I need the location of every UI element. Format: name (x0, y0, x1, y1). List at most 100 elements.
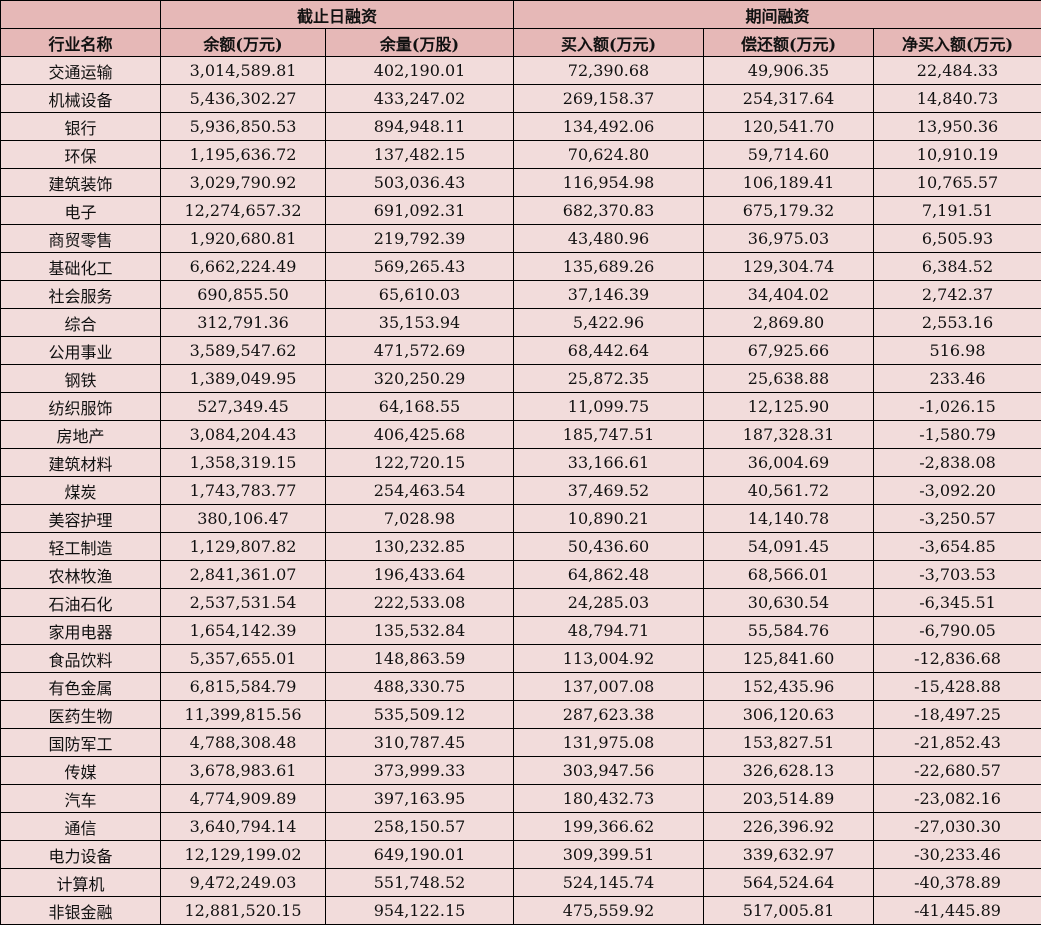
cell-net-buy: 14,840.73 (873, 84, 1041, 113)
cell-balance: 380,106.47 (160, 504, 326, 533)
cell-balance: 3,014,589.81 (160, 56, 326, 85)
cell-volume: 649,190.01 (324, 840, 515, 869)
cell-balance: 5,436,302.27 (160, 84, 326, 113)
table-row: 轻工制造 1,129,807.82 130,232.85 50,436.60 54,09… (0, 532, 1041, 561)
cell-net-buy: -12,836.68 (873, 644, 1041, 673)
table-row: 钢铁 1,389,049.95 320,250.29 25,872.35 25,638.… (0, 364, 1041, 393)
cell-buy: 524,145.74 (513, 868, 705, 897)
cell-volume: 122,720.15 (324, 448, 515, 477)
cell-volume: 551,748.52 (324, 868, 515, 897)
cell-balance: 12,881,520.15 (160, 896, 326, 925)
cell-buy: 33,166.61 (513, 448, 705, 477)
cell-buy: 10,890.21 (513, 504, 705, 533)
cell-industry: 非银金融 (0, 896, 161, 925)
table-row: 机械设备 5,436,302.27 433,247.02 269,158.37 254,… (0, 84, 1041, 113)
cell-volume: 64,168.55 (324, 392, 515, 421)
table-row: 通信 3,640,794.14 258,150.57 199,366.62 226,39… (0, 812, 1041, 841)
cell-buy: 25,872.35 (513, 364, 705, 393)
cell-buy: 116,954.98 (513, 168, 705, 197)
cell-industry: 交通运输 (0, 56, 161, 85)
blank-header-cell (0, 0, 161, 29)
cell-volume: 433,247.02 (324, 84, 515, 113)
cell-balance: 3,029,790.92 (160, 168, 326, 197)
cell-repay: 55,584.76 (703, 616, 875, 645)
cell-industry: 银行 (0, 112, 161, 141)
cell-repay: 49,906.35 (703, 56, 875, 85)
cell-volume: 7,028.98 (324, 504, 515, 533)
cell-buy: 303,947.56 (513, 756, 705, 785)
cell-volume: 535,509.12 (324, 700, 515, 729)
cell-repay: 675,179.32 (703, 196, 875, 225)
table-row: 综合 312,791.36 35,153.94 5,422.96 2,869.80 2,5… (0, 308, 1041, 337)
cell-repay: 339,632.97 (703, 840, 875, 869)
cell-net-buy: -40,378.89 (873, 868, 1041, 897)
cell-balance: 1,654,142.39 (160, 616, 326, 645)
cell-repay: 120,541.70 (703, 112, 875, 141)
cell-net-buy: 6,505.93 (873, 224, 1041, 253)
cell-repay: 152,435.96 (703, 672, 875, 701)
cell-volume: 954,122.15 (324, 896, 515, 925)
cell-buy: 37,469.52 (513, 476, 705, 505)
cell-buy: 68,442.64 (513, 336, 705, 365)
cell-net-buy: 2,553.16 (873, 308, 1041, 337)
table-row: 社会服务 690,855.50 65,610.03 37,146.39 34,404.0… (0, 280, 1041, 309)
cell-industry: 轻工制造 (0, 532, 161, 561)
cell-repay: 203,514.89 (703, 784, 875, 813)
cell-balance: 3,640,794.14 (160, 812, 326, 841)
cell-buy: 137,007.08 (513, 672, 705, 701)
cell-repay: 306,120.63 (703, 700, 875, 729)
cell-industry: 传媒 (0, 756, 161, 785)
cell-buy: 134,492.06 (513, 112, 705, 141)
table-body: 交通运输 3,014,589.81 402,190.01 72,390.68 49,90… (0, 56, 1041, 925)
cell-balance: 1,920,680.81 (160, 224, 326, 253)
cell-repay: 30,630.54 (703, 588, 875, 617)
cell-net-buy: -1,580.79 (873, 420, 1041, 449)
cell-repay: 564,524.64 (703, 868, 875, 897)
cell-industry: 钢铁 (0, 364, 161, 393)
cell-volume: 135,532.84 (324, 616, 515, 645)
cell-industry: 通信 (0, 812, 161, 841)
cell-balance: 12,129,199.02 (160, 840, 326, 869)
cell-industry: 家用电器 (0, 616, 161, 645)
cell-repay: 326,628.13 (703, 756, 875, 785)
cell-buy: 185,747.51 (513, 420, 705, 449)
cell-industry: 电子 (0, 196, 161, 225)
col-header-buy: 买入额(万元) (513, 28, 705, 57)
cell-volume: 471,572.69 (324, 336, 515, 365)
cell-industry: 电力设备 (0, 840, 161, 869)
table-row: 医药生物 11,399,815.56 535,509.12 287,623.38 306… (0, 700, 1041, 729)
cell-balance: 5,357,655.01 (160, 644, 326, 673)
group-header-period-financing: 期间融资 (513, 0, 1041, 29)
cell-balance: 4,788,308.48 (160, 728, 326, 757)
cell-industry: 基础化工 (0, 252, 161, 281)
cell-repay: 54,091.45 (703, 532, 875, 561)
cell-buy: 70,624.80 (513, 140, 705, 169)
table-row: 美容护理 380,106.47 7,028.98 10,890.21 14,140.78… (0, 504, 1041, 533)
cell-balance: 690,855.50 (160, 280, 326, 309)
cell-net-buy: -18,497.25 (873, 700, 1041, 729)
cell-industry: 环保 (0, 140, 161, 169)
cell-industry: 房地产 (0, 420, 161, 449)
cell-balance: 1,389,049.95 (160, 364, 326, 393)
cell-buy: 287,623.38 (513, 700, 705, 729)
cell-buy: 131,975.08 (513, 728, 705, 757)
cell-balance: 2,537,531.54 (160, 588, 326, 617)
cell-net-buy: 10,910.19 (873, 140, 1041, 169)
cell-net-buy: 22,484.33 (873, 56, 1041, 85)
cell-net-buy: 2,742.37 (873, 280, 1041, 309)
cell-buy: 5,422.96 (513, 308, 705, 337)
cell-buy: 180,432.73 (513, 784, 705, 813)
table-row: 商贸零售 1,920,680.81 219,792.39 43,480.96 36,97… (0, 224, 1041, 253)
cell-balance: 1,129,807.82 (160, 532, 326, 561)
cell-net-buy: -41,445.89 (873, 896, 1041, 925)
cell-industry: 建筑材料 (0, 448, 161, 477)
cell-industry: 纺织服饰 (0, 392, 161, 421)
cell-volume: 320,250.29 (324, 364, 515, 393)
table-row: 非银金融 12,881,520.15 954,122.15 475,559.92 517… (0, 896, 1041, 925)
cell-repay: 129,304.74 (703, 252, 875, 281)
cell-balance: 1,358,319.15 (160, 448, 326, 477)
cell-balance: 6,662,224.49 (160, 252, 326, 281)
cell-buy: 135,689.26 (513, 252, 705, 281)
cell-repay: 153,827.51 (703, 728, 875, 757)
group-header-end-date-financing: 截止日融资 (159, 0, 515, 29)
